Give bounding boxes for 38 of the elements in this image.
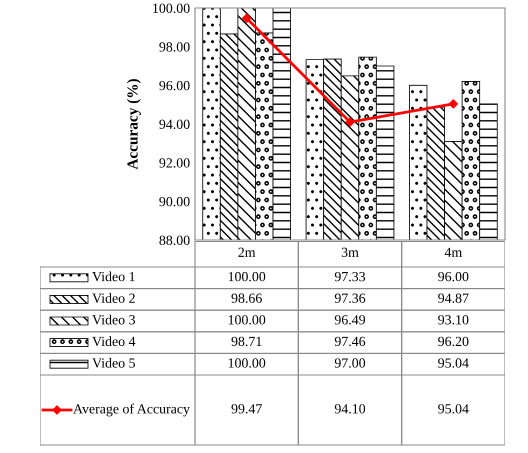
data-label: 96.20	[438, 336, 468, 346]
data-label: 99.47	[231, 404, 262, 414]
data-label: 97.33	[334, 272, 366, 282]
legend-label: Video 4	[92, 336, 136, 346]
data-label: 97.36	[334, 294, 366, 303]
data-label: 98.66	[231, 294, 262, 303]
data-label: 100.00	[228, 272, 266, 282]
data-label: 100.00	[228, 315, 266, 325]
data-label: 97.00	[334, 358, 366, 368]
y-tick-label: 100.00	[153, 4, 190, 14]
y-tick-label: 88.00	[159, 236, 190, 246]
data-label: 97.46	[334, 336, 366, 346]
legend-label: Video 2	[92, 293, 135, 303]
point	[242, 14, 252, 23]
y-axis-title: Accuracy (%)	[126, 79, 141, 170]
legend-label: Video 5	[92, 358, 135, 368]
legend-label: Video 3	[92, 314, 135, 325]
data-label: 94.10	[334, 404, 366, 414]
point	[448, 99, 458, 109]
y-tick-label: 92.00	[159, 158, 190, 168]
data-label: 94.87	[438, 294, 469, 303]
data-label: 95.04	[438, 404, 469, 414]
data-label: 100.00	[228, 358, 266, 368]
data-label: 96.00	[438, 272, 468, 282]
y-tick-label: 94.00	[159, 120, 190, 130]
x-tick-label: 3m	[342, 248, 359, 257]
x-tick-label: 2m	[238, 248, 256, 257]
legend-label: Average of Accuracy	[73, 404, 190, 416]
x-tick-label: 4m	[444, 248, 462, 257]
legend-label: Video 1	[92, 272, 135, 282]
y-tick-label: 96.00	[159, 80, 190, 90]
point	[345, 117, 355, 127]
data-label: 95.04	[438, 358, 469, 368]
data-label: 98.71	[231, 336, 262, 346]
data-label: 96.49	[334, 315, 366, 325]
data-label: 93.10	[438, 315, 468, 325]
y-tick-label: 90.00	[159, 196, 190, 206]
y-tick-label: 98.00	[159, 42, 190, 52]
